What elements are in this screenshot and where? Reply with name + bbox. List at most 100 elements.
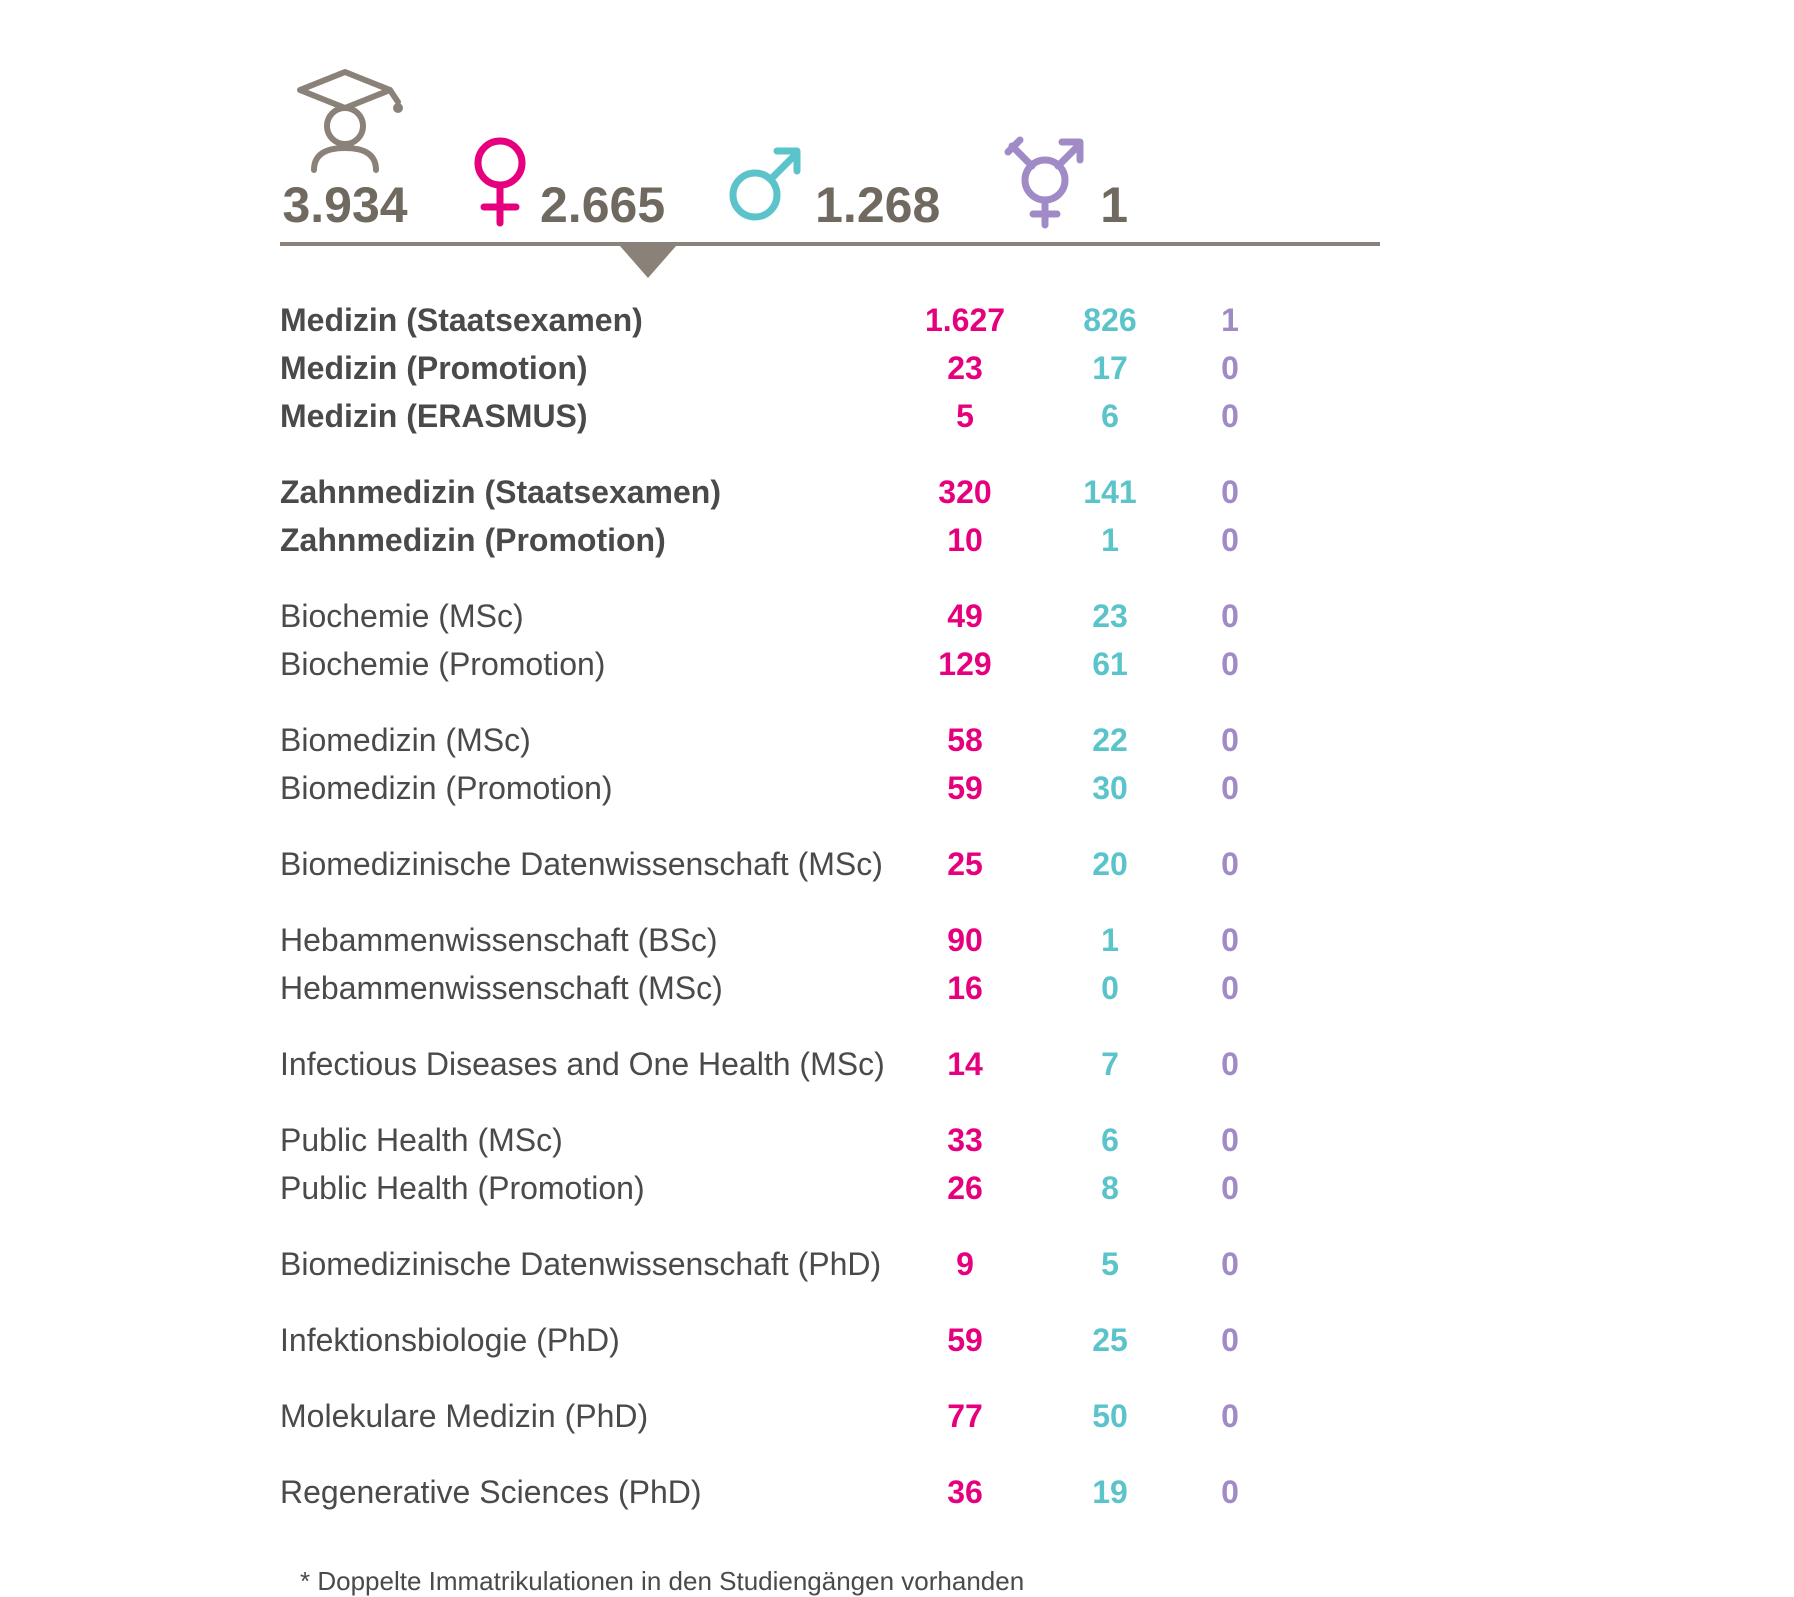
program-row: Hebammenwissenschaft (BSc)9010	[280, 916, 1380, 964]
program-group: Medizin (Staatsexamen)1.6278261Medizin (…	[280, 296, 1380, 440]
program-row: Molekulare Medizin (PhD)77500	[280, 1392, 1380, 1440]
footnote: * Doppelte Immatrikulationen in den Stud…	[280, 1566, 1380, 1597]
male-count: 7	[1040, 1040, 1180, 1088]
program-row: Medizin (Promotion)23170	[280, 344, 1380, 392]
program-group: Biomedizinische Datenwissenschaft (PhD)9…	[280, 1240, 1380, 1288]
female-count: 33	[890, 1116, 1040, 1164]
female-count: 9	[890, 1240, 1040, 1288]
diverse-count: 0	[1180, 1164, 1280, 1212]
female-count: 58	[890, 716, 1040, 764]
male-count: 25	[1040, 1316, 1180, 1364]
program-label: Hebammenwissenschaft (BSc)	[280, 916, 890, 964]
diverse-count: 0	[1180, 344, 1280, 392]
diverse-count: 0	[1180, 640, 1280, 688]
header-totals: 3.934 2.665 1.268	[280, 60, 1380, 242]
program-group: Biomedizinische Datenwissenschaft (MSc)2…	[280, 840, 1380, 888]
male-count: 141	[1040, 468, 1180, 516]
female-count: 1.627	[890, 296, 1040, 344]
male-count: 61	[1040, 640, 1180, 688]
diverse-value: 1	[1100, 180, 1128, 230]
female-icon	[470, 135, 530, 230]
male-count: 8	[1040, 1164, 1180, 1212]
program-label: Infektionsbiologie (PhD)	[280, 1316, 890, 1364]
male-count: 17	[1040, 344, 1180, 392]
female-count: 26	[890, 1164, 1040, 1212]
pointer-icon	[620, 246, 676, 278]
program-label: Medizin (Staatsexamen)	[280, 296, 890, 344]
program-label: Zahnmedizin (Staatsexamen)	[280, 468, 890, 516]
female-count: 77	[890, 1392, 1040, 1440]
program-group: Biochemie (MSc)49230Biochemie (Promotion…	[280, 592, 1380, 688]
program-row: Medizin (ERASMUS)560	[280, 392, 1380, 440]
diverse-icon	[1000, 130, 1090, 230]
program-row: Hebammenwissenschaft (MSc)1600	[280, 964, 1380, 1012]
male-count: 6	[1040, 392, 1180, 440]
graduate-icon	[280, 60, 410, 180]
program-row: Regenerative Sciences (PhD)36190	[280, 1468, 1380, 1516]
male-count: 5	[1040, 1240, 1180, 1288]
programs-table: Medizin (Staatsexamen)1.6278261Medizin (…	[280, 296, 1380, 1516]
male-count: 30	[1040, 764, 1180, 812]
program-row: Public Health (MSc)3360	[280, 1116, 1380, 1164]
female-count: 5	[890, 392, 1040, 440]
program-row: Zahnmedizin (Promotion)1010	[280, 516, 1380, 564]
female-block: 2.665	[470, 135, 665, 230]
program-label: Biomedizin (Promotion)	[280, 764, 890, 812]
female-value: 2.665	[540, 180, 665, 230]
male-count: 20	[1040, 840, 1180, 888]
program-label: Biochemie (MSc)	[280, 592, 890, 640]
program-row: Biochemie (Promotion)129610	[280, 640, 1380, 688]
total-value: 3.934	[282, 180, 407, 230]
program-row: Medizin (Staatsexamen)1.6278261	[280, 296, 1380, 344]
female-count: 14	[890, 1040, 1040, 1088]
male-count: 19	[1040, 1468, 1180, 1516]
program-row: Biomedizin (Promotion)59300	[280, 764, 1380, 812]
program-row: Zahnmedizin (Staatsexamen)3201410	[280, 468, 1380, 516]
female-count: 129	[890, 640, 1040, 688]
male-count: 22	[1040, 716, 1180, 764]
female-count: 23	[890, 344, 1040, 392]
program-label: Biomedizin (MSc)	[280, 716, 890, 764]
program-row: Infektionsbiologie (PhD)59250	[280, 1316, 1380, 1364]
male-count: 50	[1040, 1392, 1180, 1440]
male-value: 1.268	[815, 180, 940, 230]
total-block: 3.934	[280, 60, 410, 230]
infographic-container: 3.934 2.665 1.268	[280, 60, 1380, 1597]
program-label: Biomedizinische Datenwissenschaft (PhD)	[280, 1240, 890, 1288]
program-group: Regenerative Sciences (PhD)36190	[280, 1468, 1380, 1516]
female-count: 49	[890, 592, 1040, 640]
female-count: 36	[890, 1468, 1040, 1516]
female-count: 25	[890, 840, 1040, 888]
female-count: 16	[890, 964, 1040, 1012]
program-label: Medizin (Promotion)	[280, 344, 890, 392]
program-label: Zahnmedizin (Promotion)	[280, 516, 890, 564]
male-count: 826	[1040, 296, 1180, 344]
female-count: 320	[890, 468, 1040, 516]
diverse-count: 0	[1180, 916, 1280, 964]
program-label: Regenerative Sciences (PhD)	[280, 1468, 890, 1516]
diverse-count: 0	[1180, 1116, 1280, 1164]
male-count: 23	[1040, 592, 1180, 640]
diverse-count: 0	[1180, 1040, 1280, 1088]
program-row: Biomedizinische Datenwissenschaft (MSc)2…	[280, 840, 1380, 888]
diverse-count: 0	[1180, 1468, 1280, 1516]
program-group: Hebammenwissenschaft (BSc)9010Hebammenwi…	[280, 916, 1380, 1012]
diverse-count: 0	[1180, 516, 1280, 564]
diverse-count: 0	[1180, 592, 1280, 640]
diverse-count: 0	[1180, 392, 1280, 440]
program-row: Biochemie (MSc)49230	[280, 592, 1380, 640]
header-divider	[280, 242, 1380, 246]
diverse-count: 0	[1180, 840, 1280, 888]
diverse-count: 0	[1180, 468, 1280, 516]
program-label: Molekulare Medizin (PhD)	[280, 1392, 890, 1440]
male-icon	[725, 135, 805, 230]
female-count: 10	[890, 516, 1040, 564]
program-label: Infectious Diseases and One Health (MSc)	[280, 1040, 890, 1088]
diverse-count: 0	[1180, 1392, 1280, 1440]
female-count: 90	[890, 916, 1040, 964]
program-label: Public Health (MSc)	[280, 1116, 890, 1164]
male-count: 6	[1040, 1116, 1180, 1164]
female-count: 59	[890, 1316, 1040, 1364]
male-count: 0	[1040, 964, 1180, 1012]
program-group: Biomedizin (MSc)58220Biomedizin (Promoti…	[280, 716, 1380, 812]
